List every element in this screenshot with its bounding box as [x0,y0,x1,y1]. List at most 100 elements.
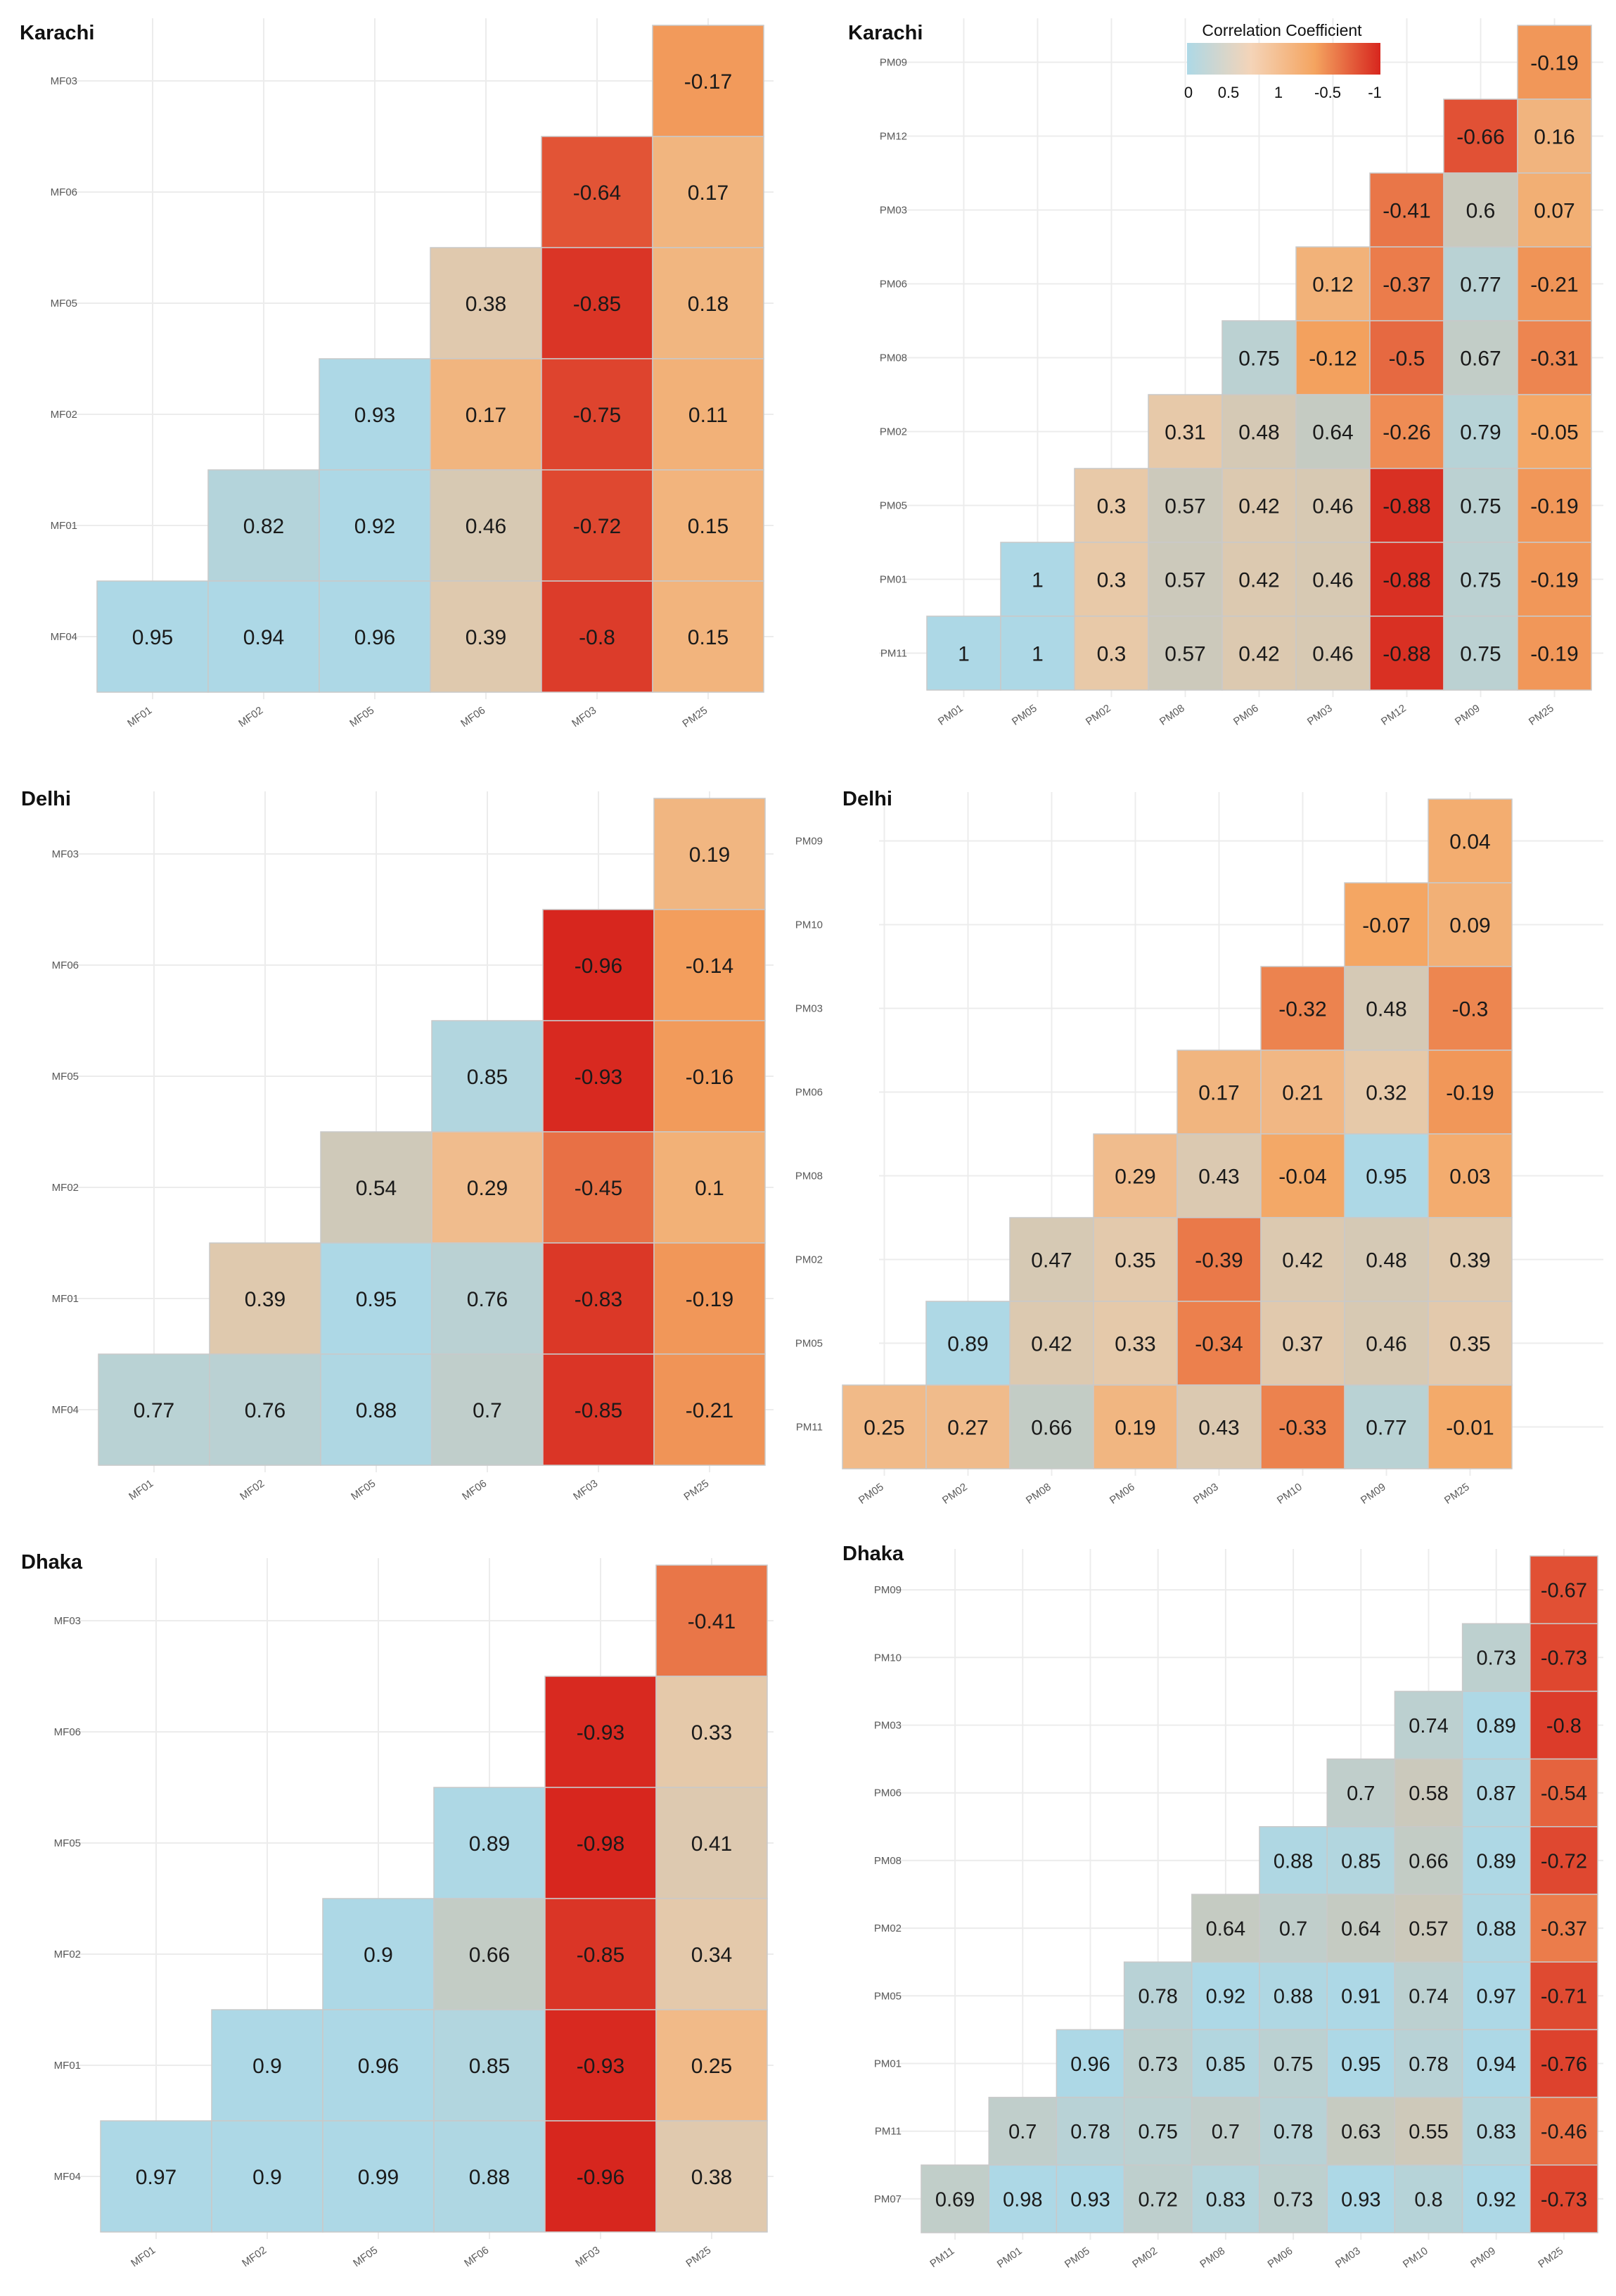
x-tick-label: MF02 [240,2244,269,2269]
heatmap-cell-MF04-MF02 [207,580,320,693]
cell-value-label: 0.73 [1138,2053,1177,2076]
cell-value-label: 0.48 [1238,421,1279,444]
cell-value-label: -0.17 [684,70,732,94]
cell-value-label: 0.7 [1279,1918,1307,1941]
legend-tick-neg-0-5: -0.5 [1314,84,1341,101]
heatmap-cell-MF01-PM25 [653,1242,766,1355]
heatmap-cell-MF04-MF02 [209,1353,321,1466]
cell-value-label: 0.9 [252,2055,282,2078]
cell-value-label: 0.1 [695,1177,724,1200]
cell-value-label: 0.29 [1115,1165,1155,1188]
heatmap-cell-PM11-PM09 [1443,616,1518,691]
heatmap-panel-4: Delhi 0.04 -0.07 0.09 -0.32 0.48 -0.3 0.17 0.21 0… [795,788,1603,1507]
heatmap-cell-PM03-PM09 [1443,172,1518,248]
heatmap-cell-MF02-MF03 [541,358,653,471]
heatmap-cell-PM02-PM25 [1530,1894,1598,1963]
heatmap-cell-PM08-PM06 [1093,1133,1178,1218]
x-tick-label: PM09 [1453,702,1482,727]
heatmap-cell-PM01-PM08 [1191,2029,1260,2098]
cell-value-label: 0.07 [1534,199,1575,222]
legend-title: Correlation Coefficient [1202,21,1362,39]
heatmap-cell-MF04-MF03 [544,2120,657,2233]
cell-value-label: -0.88 [1383,568,1430,592]
cell-value-label: 0.17 [466,404,506,427]
heatmap-cell-PM10-PM25 [1428,882,1513,967]
heatmap-cell-PM08-PM12 [1369,320,1444,395]
cell-value-label: 0.46 [466,515,506,538]
cell-value-label: -0.31 [1530,347,1578,370]
heatmap-cell-PM01-PM09 [1461,2029,1531,2098]
cell-value-label: 0.48 [1366,997,1406,1021]
y-tick-label: PM08 [795,1171,823,1182]
cell-value-label: 0.39 [466,626,506,649]
x-tick-label: PM10 [1401,2245,1430,2270]
heatmap-cell-PM05-PM25 [1428,1301,1513,1386]
heatmap-cell-PM11-PM25 [1517,616,1592,691]
cell-value-label: 0.99 [358,2166,399,2189]
heatmap-cell-PM11-PM03 [1176,1384,1262,1469]
y-tick-label: PM05 [795,1338,823,1350]
cell-value-label: 0.42 [1238,568,1279,592]
cell-value-label: 0.85 [1206,2053,1245,2076]
cell-value-label: 0.88 [1476,1918,1515,1941]
cell-value-label: -0.93 [577,2055,624,2078]
cell-value-label: 0.77 [1366,1416,1406,1439]
cell-value-label: 0.7 [1008,2121,1037,2143]
cell-value-label: 0.88 [469,2166,510,2189]
heatmap-cell-PM07-PM09 [1461,2164,1531,2233]
cell-value-label: -0.34 [1195,1332,1243,1356]
heatmap-cell-PM05-PM03 [1176,1301,1262,1386]
cell-value-label: 0.7 [1347,1782,1375,1805]
cell-value-label: 0.96 [354,626,395,649]
cell-value-label: -0.8 [1546,1715,1582,1737]
cell-value-label: 0.12 [1312,273,1353,296]
heatmap-cell-PM05-PM02 [925,1301,1011,1386]
cell-value-label: 0.39 [1449,1249,1490,1272]
cell-value-label: -0.73 [1541,2188,1587,2211]
cell-value-label: 0.88 [1274,1850,1313,1873]
heatmap-cell-PM05-PM03 [1326,1961,1396,2031]
cell-value-label: 0.88 [356,1399,397,1422]
cell-value-label: 0.92 [1476,2188,1515,2211]
cell-value-label: 0.77 [1460,273,1501,296]
y-tick-label: MF01 [51,520,77,532]
y-tick-label: PM08 [874,1855,902,1867]
heatmap-cell-PM11-PM09 [1344,1384,1429,1469]
cell-value-label: 0.33 [1115,1332,1155,1356]
cell-value-label: 1 [1032,568,1044,592]
x-tick-label: PM25 [1527,702,1556,727]
heatmap-cell-PM02-PM06 [1221,394,1297,469]
cell-value-label: 0.64 [1312,421,1353,444]
y-tick-label: PM05 [880,500,907,512]
x-tick-label: PM09 [1468,2245,1498,2270]
heatmap-cell-PM07-PM06 [1259,2164,1328,2233]
cell-value-label: -0.85 [575,1399,622,1422]
cell-value-label: -0.8 [579,626,615,649]
y-tick-label: MF05 [51,298,77,310]
cell-value-label: -0.85 [577,1944,624,1967]
heatmap-cell-PM11-PM09 [1461,2096,1531,2166]
y-tick-label: PM10 [795,919,823,931]
cell-value-label: 0.11 [688,404,728,427]
x-tick-label: PM02 [1084,702,1113,727]
heatmap-cell-MF01-MF03 [542,1242,655,1355]
cell-value-label: 0.19 [1115,1416,1155,1439]
heatmap-cell-MF04-MF03 [541,580,653,693]
cell-value-label: 0.41 [691,1832,732,1856]
cell-value-label: -0.19 [1530,568,1578,592]
x-tick-label: PM02 [1130,2245,1160,2270]
cell-value-label: 0.78 [1274,2121,1313,2143]
y-tick-label: PM03 [874,1720,902,1732]
x-tick-label: MF05 [349,1477,378,1503]
heatmap-cell-PM10-PM25 [1530,1623,1598,1692]
x-tick-label: PM03 [1191,1481,1221,1506]
cell-value-label: -0.41 [1383,199,1430,222]
cell-value-label: 0.63 [1341,2121,1380,2143]
cell-value-label: 0.35 [1449,1332,1490,1356]
heatmap-cell-PM05-PM12 [1369,468,1444,543]
cell-value-label: -0.5 [1389,347,1425,370]
heatmap-cell-MF06-MF03 [542,909,655,1021]
cell-value-label: 0.83 [1206,2188,1245,2211]
heatmap-panel-6: Dhaka -0.67 0.73 -0.73 0.74 0.89 -0.8 0.7 0.58 0.… [842,1543,1603,2271]
cell-value-label: 0.03 [1449,1165,1490,1188]
